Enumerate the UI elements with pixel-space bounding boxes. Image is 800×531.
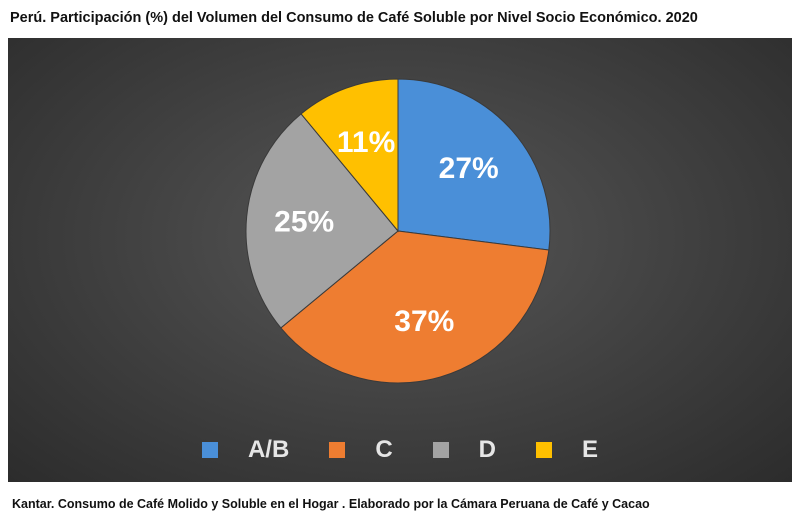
legend-swatch <box>536 442 552 458</box>
legend-swatch <box>329 442 346 458</box>
pie-slice-e <box>300 78 399 233</box>
legend-item-c: C <box>329 436 393 464</box>
legend-item-ab: A/B <box>201 436 290 464</box>
pie-chart: 27% 37% 25% 11% <box>245 78 551 384</box>
chart-area: 27% 37% 25% 11% A/B C D E <box>8 38 792 482</box>
legend-swatch <box>201 442 218 458</box>
data-label-ab: 27% <box>439 152 499 185</box>
pie-slice-d <box>245 113 399 329</box>
legend-label: A/B <box>247 436 290 463</box>
chart-title: Perú. Participación (%) del Volumen del … <box>10 10 698 26</box>
legend-label: E <box>582 436 599 463</box>
legend-item-d: D <box>432 436 496 464</box>
data-label-d: 25% <box>274 206 334 239</box>
data-label-c: 37% <box>394 305 454 338</box>
data-label-e: 11% <box>337 126 395 159</box>
legend-label: C <box>375 436 393 463</box>
pie-slice-c <box>280 230 550 384</box>
source-note: Kantar. Consumo de Café Molido y Soluble… <box>12 497 650 511</box>
legend: A/B C D E <box>8 434 792 466</box>
legend-item-e: E <box>536 436 598 464</box>
legend-label: D <box>478 436 496 463</box>
pie-slice-ab <box>397 78 551 251</box>
legend-swatch <box>432 442 449 458</box>
